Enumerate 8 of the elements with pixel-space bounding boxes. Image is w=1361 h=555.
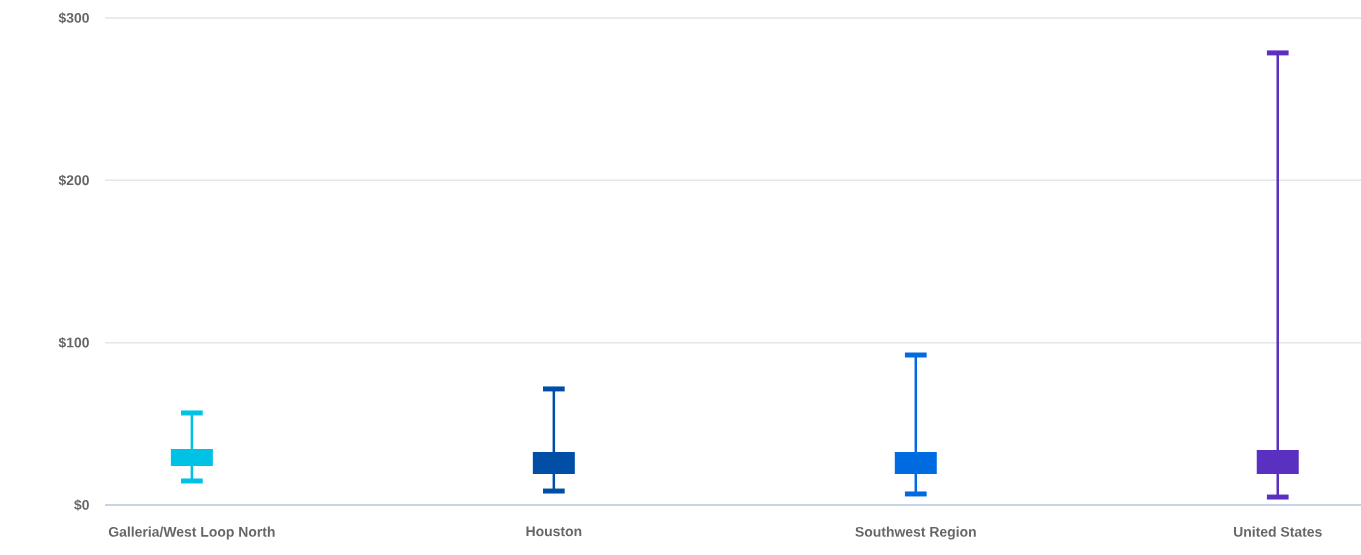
x-tick-label: Galleria/West Loop North (108, 526, 275, 540)
x-tick-label: Southwest Region (855, 526, 976, 540)
x-tick-label: United States (1234, 526, 1322, 537)
y-tick-label: $0 (74, 499, 89, 511)
y-tick-label: $300 (58, 12, 89, 24)
x-tick-label: Houston (526, 526, 582, 537)
y-tick-label: $200 (58, 174, 89, 187)
y-tick-label: $100 (58, 336, 89, 349)
